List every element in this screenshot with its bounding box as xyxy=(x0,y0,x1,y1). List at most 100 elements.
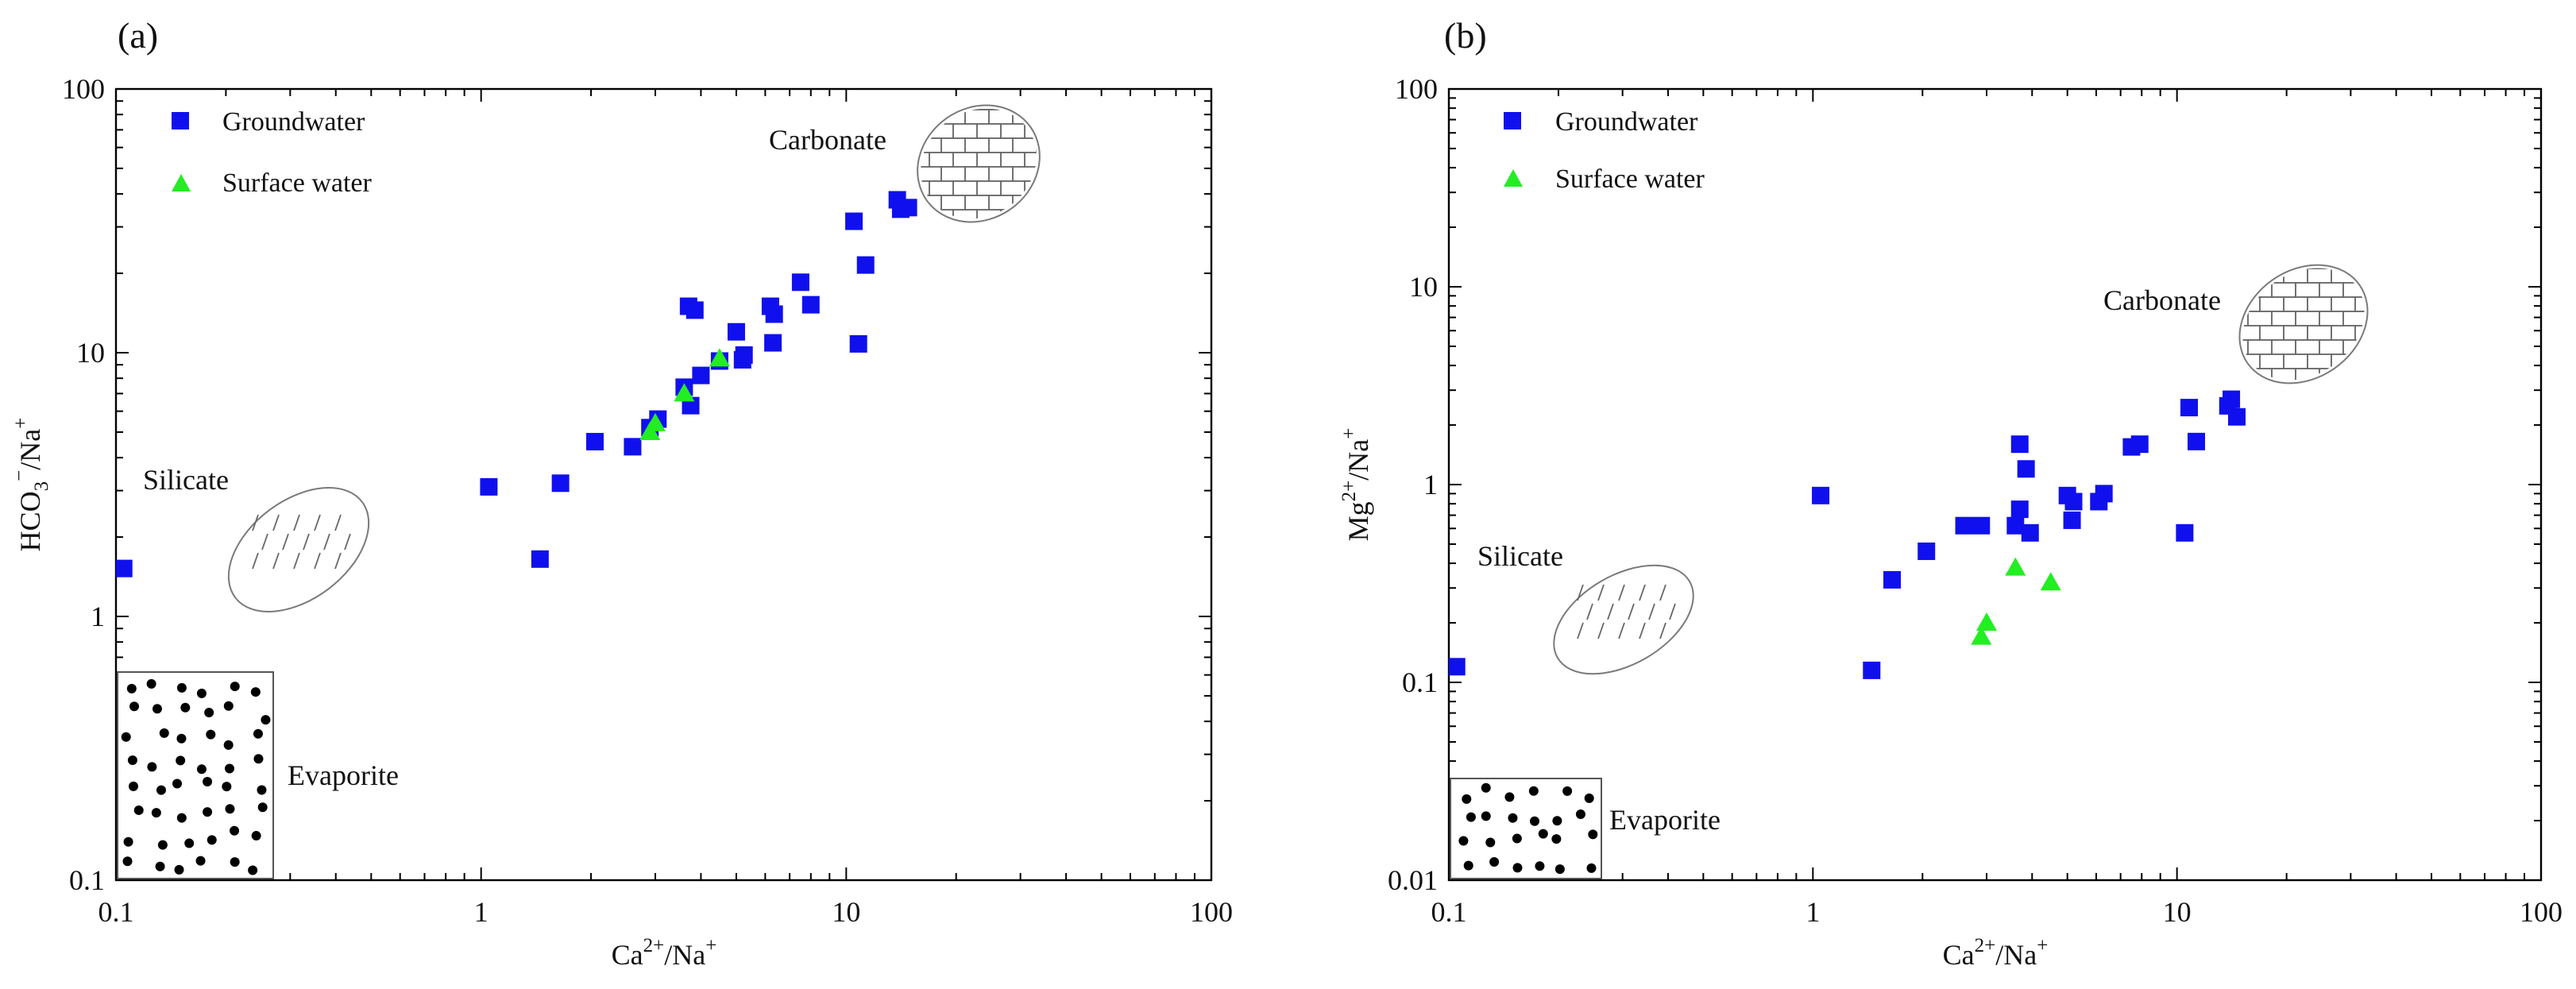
evaporite-dot xyxy=(261,715,271,725)
evaporite-dot xyxy=(250,687,261,697)
panel-a-y-axis-title-base: HCO xyxy=(14,491,46,551)
silicate-hatch-mark xyxy=(314,552,321,570)
carbonate-brick xyxy=(1048,209,1059,225)
carbonate-brick xyxy=(929,95,954,110)
evaporite-dot xyxy=(222,782,232,792)
silicate-hatch-mark xyxy=(282,533,289,551)
evaporite-dot xyxy=(147,762,157,772)
evaporite-dot xyxy=(1462,794,1472,804)
carbonate-brick xyxy=(2391,340,2415,354)
panel-b-evaporite-region: Evaporite xyxy=(1450,778,1721,879)
evaporite-dot xyxy=(184,838,195,848)
evaporite-dot xyxy=(1584,793,1594,803)
panel-a-data-points xyxy=(116,191,917,578)
panel-b-y-axis-title-sup: 2+ xyxy=(1338,481,1360,502)
panel-b-surface-water-point xyxy=(1976,612,1998,632)
carbonate-brick xyxy=(1036,137,1059,153)
panel-b-groundwater-point xyxy=(1863,661,1881,679)
evaporite-dot xyxy=(206,729,216,740)
panel-b-legend-surface-water-marker xyxy=(1504,169,1523,187)
panel-b-silicate-hatch-pattern xyxy=(1577,584,1676,639)
panel-b-groundwater-point xyxy=(2010,435,2029,454)
panel-a-groundwater-point xyxy=(624,438,642,456)
evaporite-dot xyxy=(121,732,131,742)
evaporite-dot xyxy=(159,728,169,738)
carbonate-brick xyxy=(1048,95,1059,110)
panel-b-groundwater-point xyxy=(1955,516,1973,535)
silicate-hatch-mark xyxy=(1618,622,1625,639)
silicate-hatch-mark xyxy=(1628,603,1635,620)
carbonate-brick xyxy=(1048,123,1059,139)
panel-b-x-axis-title-base: Ca xyxy=(1943,939,1975,971)
panel-a-groundwater-point xyxy=(845,212,863,230)
evaporite-dot xyxy=(1551,834,1562,844)
silicate-hatch-mark xyxy=(272,514,280,531)
carbonate-brick xyxy=(1084,195,1108,210)
evaporite-dot xyxy=(230,825,240,836)
silicate-hatch-mark xyxy=(1577,584,1584,601)
evaporite-dot xyxy=(129,701,140,712)
panel-a-x-axis-title-mid: /Na xyxy=(664,939,705,971)
carbonate-brick xyxy=(964,223,990,239)
panel-b-x-axis-title: Ca2+/Na+ xyxy=(1943,935,2049,971)
panel-a-silicate-label: Silicate xyxy=(143,464,229,496)
evaporite-dot xyxy=(176,733,187,744)
evaporite-dot xyxy=(248,865,258,875)
silicate-hatch-mark xyxy=(1659,622,1666,639)
carbonate-brick xyxy=(2354,382,2380,398)
panel-a-x-tick-label: 100 xyxy=(1190,896,1233,928)
evaporite-dot xyxy=(126,683,137,693)
panel-b-groundwater-point xyxy=(2017,460,2035,478)
panel-a-groundwater-point xyxy=(765,305,783,323)
panel-b-groundwater-point xyxy=(1972,516,1991,535)
panel-a-y-axis-title-sub: 3 xyxy=(31,481,52,492)
carbonate-brick xyxy=(2391,369,2415,383)
carbonate-brick xyxy=(1048,180,1059,196)
panel-b-evaporite-label: Evaporite xyxy=(1609,804,1721,836)
evaporite-dot xyxy=(1481,782,1491,793)
panel-b-legend-surface-water-label: Surface water xyxy=(1555,164,1705,194)
carbonate-brick xyxy=(1036,223,1059,239)
panel-b-groundwater-point xyxy=(2021,523,2039,542)
panel-b-x-tick-label: 0.1 xyxy=(1431,896,1467,928)
panel-a-surface-water-point xyxy=(674,383,695,402)
silicate-hatch-mark xyxy=(1618,584,1625,601)
panel-a-plot-frame xyxy=(114,87,1213,882)
evaporite-dot xyxy=(1463,860,1473,871)
evaporite-dot xyxy=(146,678,156,689)
evaporite-dot xyxy=(133,805,144,815)
panel-b-groundwater-point xyxy=(2176,523,2194,542)
evaporite-dot xyxy=(174,864,184,875)
carbonate-brick xyxy=(1048,152,1059,168)
carbonate-brick xyxy=(917,109,942,125)
panel-b-groundwater-point xyxy=(2187,432,2205,450)
panel-b-y-axis-title: Mg2+/Na+ xyxy=(1338,428,1374,542)
evaporite-dot xyxy=(122,856,133,867)
silicate-hatch-mark xyxy=(1669,603,1676,620)
carbonate-brick xyxy=(905,95,930,110)
carbonate-brick xyxy=(2342,368,2368,384)
carbonate-brick xyxy=(1036,109,1059,125)
carbonate-brick xyxy=(2391,311,2415,326)
evaporite-dot xyxy=(253,728,263,739)
panel-b-carbonate-region: Carbonate xyxy=(2103,253,2415,398)
evaporite-dot xyxy=(1535,861,1545,871)
panel-b-data-points xyxy=(1449,390,2246,679)
carbonate-brick xyxy=(1084,138,1108,153)
evaporite-dot xyxy=(223,740,234,750)
carbonate-brick xyxy=(2366,339,2386,355)
panel-b-y-axis-title-mid: /Na xyxy=(1342,439,1374,481)
carbonate-brick xyxy=(2366,253,2386,269)
carbonate-brick xyxy=(2342,253,2368,269)
panel-b-groundwater-point xyxy=(2227,408,2246,426)
panel-a-x-axis-title-sup2: + xyxy=(705,935,716,956)
evaporite-dot xyxy=(196,688,207,698)
panel-a-x-axis-title: Ca2+/Na+ xyxy=(612,935,717,971)
panel-a-groundwater-point xyxy=(692,366,710,384)
silicate-hatch-mark xyxy=(1648,603,1655,620)
carbonate-brick xyxy=(1072,124,1096,138)
panel-a-y-tick-label: 1 xyxy=(91,601,105,632)
carbonate-brick xyxy=(1036,195,1059,211)
